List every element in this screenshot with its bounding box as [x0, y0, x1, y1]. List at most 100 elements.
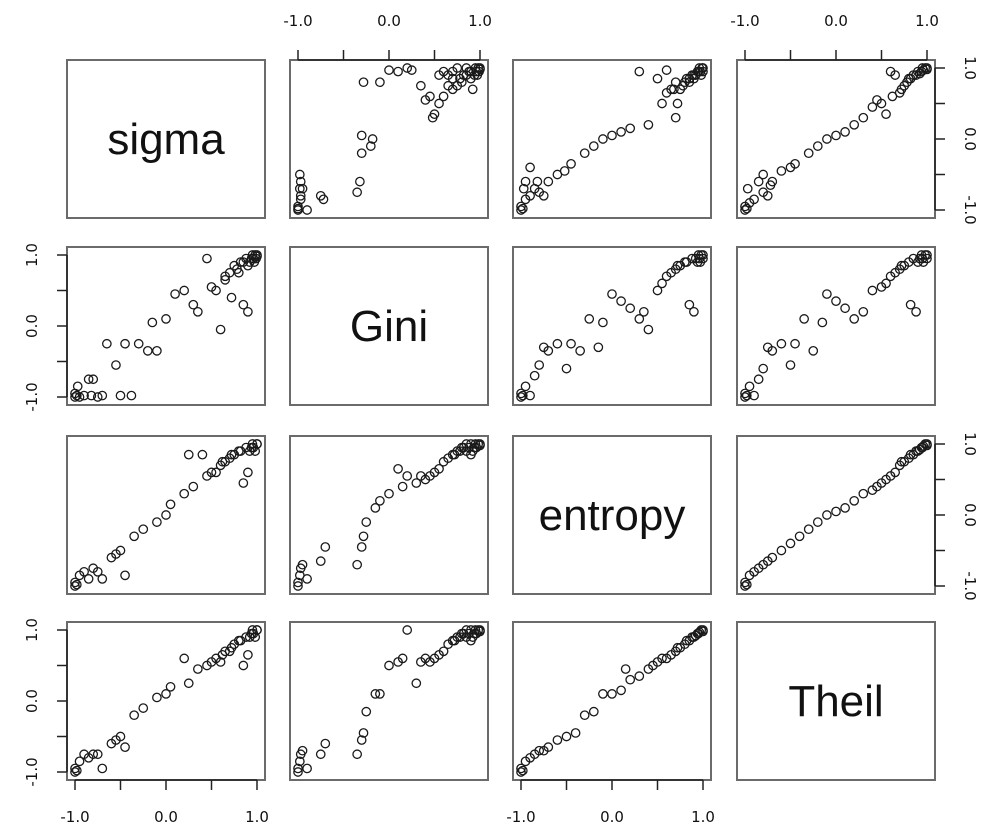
data-point [516, 205, 526, 215]
data-point [197, 449, 208, 460]
data-point [698, 253, 708, 264]
data-point [840, 127, 850, 137]
tick-label: -1.0 [961, 195, 979, 224]
data-point [211, 467, 221, 478]
data-point [785, 360, 796, 370]
data-point [252, 625, 262, 635]
data-point [794, 531, 805, 542]
data-point [434, 98, 444, 109]
data-point [397, 481, 408, 492]
data-point [415, 80, 426, 91]
data-point [532, 176, 543, 187]
data-point [294, 756, 305, 767]
data-point [356, 542, 367, 552]
data-point [238, 299, 249, 310]
data-point [375, 689, 385, 699]
data-point [295, 194, 306, 205]
data-point [74, 392, 85, 402]
data-point [97, 390, 108, 401]
data-point [643, 119, 654, 130]
tick-label: -1.0 [961, 571, 979, 600]
data-point [147, 317, 158, 328]
data-point [397, 653, 408, 664]
data-point [552, 338, 563, 349]
data-point [352, 187, 362, 198]
data-point [698, 63, 708, 73]
panel-frame [289, 246, 489, 406]
data-point [652, 73, 663, 84]
variable-label: Gini [350, 302, 428, 351]
tick-label: 0.0 [23, 689, 41, 713]
data-point [881, 278, 891, 289]
data-point [79, 566, 89, 577]
data-point [252, 251, 262, 262]
data-point [365, 141, 376, 151]
data-point [525, 390, 535, 401]
tick-label: -1.0 [283, 12, 312, 30]
tick-label: 1.0 [961, 432, 979, 456]
data-point [758, 169, 769, 180]
data-point [840, 303, 850, 314]
data-point [152, 345, 162, 356]
data-point [776, 166, 787, 176]
data-point [803, 148, 814, 159]
data-point [634, 671, 645, 682]
data-point [758, 363, 769, 374]
data-point [111, 360, 121, 370]
data-point [666, 84, 677, 95]
data-point [165, 499, 176, 510]
data-point [206, 467, 217, 478]
data-point [858, 488, 869, 499]
tick-label: 0.0 [154, 808, 178, 826]
data-point [922, 439, 932, 449]
data-point [790, 159, 800, 169]
data-point [620, 664, 631, 674]
data-point [402, 625, 413, 635]
data-point [452, 63, 463, 73]
data-point [375, 495, 385, 506]
data-point [561, 363, 572, 374]
data-point [165, 681, 176, 692]
data-point [740, 392, 750, 402]
data-point [831, 296, 841, 306]
data-point [183, 449, 194, 460]
data-point [762, 190, 773, 201]
data-point [849, 314, 860, 324]
data-point [744, 381, 755, 392]
data-point [92, 749, 103, 760]
data-point [115, 731, 126, 742]
data-point [588, 141, 599, 151]
data-point [70, 577, 80, 588]
data-point [293, 581, 303, 591]
data-point [905, 299, 916, 310]
data-point [849, 495, 860, 506]
data-point [447, 73, 458, 84]
data-point [293, 767, 303, 777]
data-point [315, 749, 326, 760]
panel-frame [289, 435, 489, 595]
data-point [740, 581, 750, 591]
data-point [129, 531, 139, 542]
data-point [588, 706, 599, 717]
data-point [867, 102, 878, 112]
data-point [367, 134, 378, 144]
data-point [858, 306, 869, 317]
data-point [566, 159, 576, 169]
data-point [634, 66, 645, 77]
data-point [384, 65, 394, 75]
data-point [226, 292, 237, 303]
data-point [520, 176, 531, 187]
data-point [79, 390, 89, 401]
data-point [579, 710, 590, 721]
tick-label: 0.0 [600, 808, 624, 826]
data-point [302, 763, 312, 774]
data-point [767, 345, 778, 356]
data-point [294, 169, 305, 180]
data-point [669, 84, 679, 95]
data-point [97, 574, 108, 584]
data-point [822, 289, 832, 299]
data-point [890, 467, 901, 478]
data-point [238, 478, 249, 488]
data-point [434, 463, 444, 474]
data-point [525, 162, 535, 173]
